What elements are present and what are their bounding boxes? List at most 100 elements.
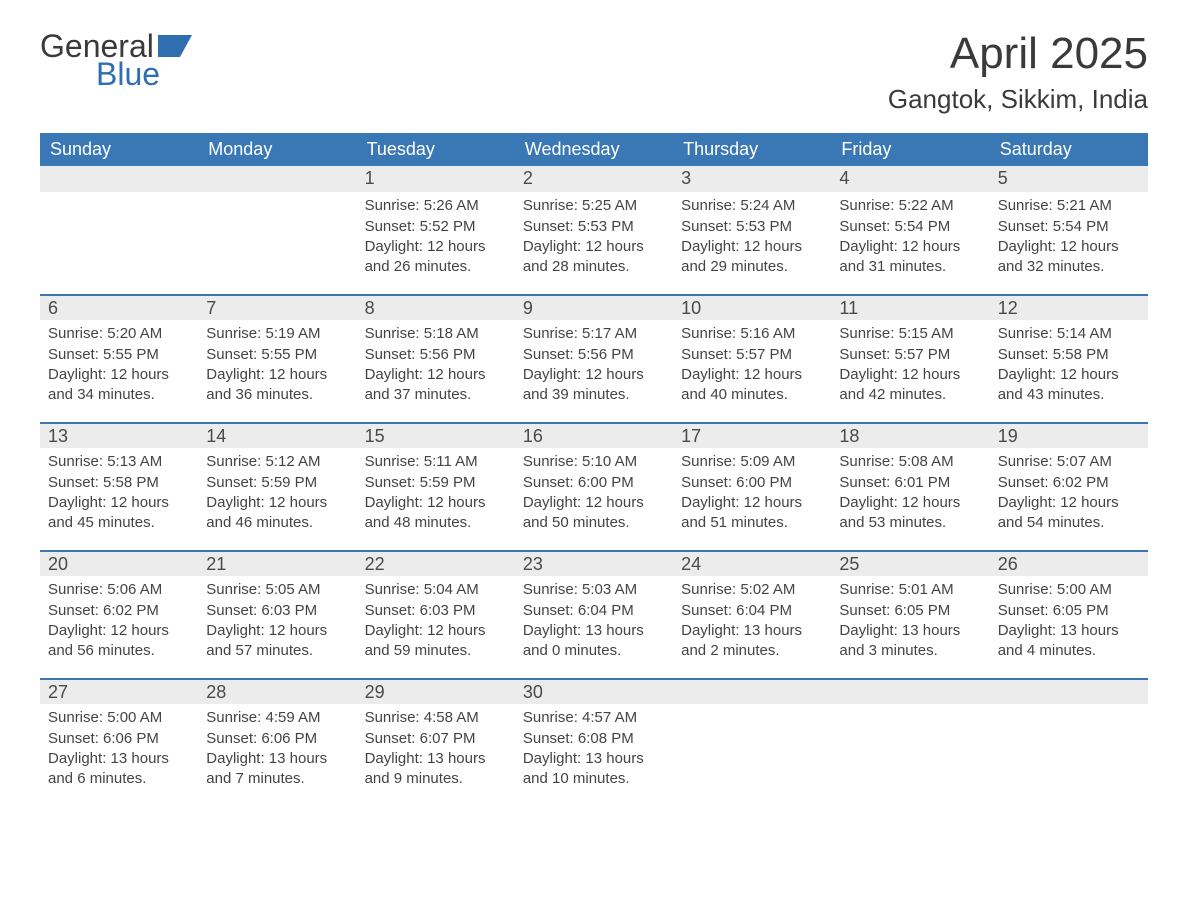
daylight-line: Daylight: 12 hours and 45 minutes. (48, 493, 190, 534)
day-number-bar: 1 (357, 166, 515, 192)
sunset-line: Sunset: 6:00 PM (681, 473, 823, 493)
calendar-cell: 5Sunrise: 5:21 AMSunset: 5:54 PMDaylight… (990, 166, 1148, 294)
day-number-bar: 19 (990, 422, 1148, 448)
daylight-line: Daylight: 13 hours and 4 minutes. (998, 621, 1140, 662)
sunrise-line: Sunrise: 4:58 AM (365, 708, 507, 728)
day-number-bar: 10 (673, 294, 831, 320)
calendar-cell (40, 166, 198, 294)
sunrise-line: Sunrise: 5:10 AM (523, 452, 665, 472)
day-body: Sunrise: 5:13 AMSunset: 5:58 PMDaylight:… (40, 448, 198, 541)
sunrise-line: Sunrise: 4:57 AM (523, 708, 665, 728)
calendar-cell: 17Sunrise: 5:09 AMSunset: 6:00 PMDayligh… (673, 422, 831, 550)
location-subtitle: Gangtok, Sikkim, India (888, 84, 1148, 115)
day-body: Sunrise: 5:26 AMSunset: 5:52 PMDaylight:… (357, 192, 515, 285)
sunset-line: Sunset: 5:54 PM (839, 217, 981, 237)
day-number-bar: 6 (40, 294, 198, 320)
daylight-line: Daylight: 12 hours and 51 minutes. (681, 493, 823, 534)
sunrise-line: Sunrise: 5:17 AM (523, 324, 665, 344)
daylight-line: Daylight: 12 hours and 26 minutes. (365, 237, 507, 278)
day-number-bar: 5 (990, 166, 1148, 192)
day-number-bar: 14 (198, 422, 356, 448)
day-body: Sunrise: 5:14 AMSunset: 5:58 PMDaylight:… (990, 320, 1148, 413)
calendar-cell (831, 678, 989, 806)
calendar-cell: 13Sunrise: 5:13 AMSunset: 5:58 PMDayligh… (40, 422, 198, 550)
day-number-bar: 28 (198, 678, 356, 704)
day-number-bar: 18 (831, 422, 989, 448)
calendar-cell (198, 166, 356, 294)
sunset-line: Sunset: 6:07 PM (365, 729, 507, 749)
calendar-cell: 15Sunrise: 5:11 AMSunset: 5:59 PMDayligh… (357, 422, 515, 550)
calendar-cell: 7Sunrise: 5:19 AMSunset: 5:55 PMDaylight… (198, 294, 356, 422)
daylight-line: Daylight: 12 hours and 48 minutes. (365, 493, 507, 534)
logo-flag-icon (158, 35, 192, 57)
day-number-bar: 16 (515, 422, 673, 448)
day-number-bar: 27 (40, 678, 198, 704)
day-number-bar: 24 (673, 550, 831, 576)
daylight-line: Daylight: 12 hours and 50 minutes. (523, 493, 665, 534)
day-body: Sunrise: 5:10 AMSunset: 6:00 PMDaylight:… (515, 448, 673, 541)
sunset-line: Sunset: 5:52 PM (365, 217, 507, 237)
sunrise-line: Sunrise: 5:01 AM (839, 580, 981, 600)
sunset-line: Sunset: 5:56 PM (365, 345, 507, 365)
day-number-bar: 13 (40, 422, 198, 448)
calendar-cell: 24Sunrise: 5:02 AMSunset: 6:04 PMDayligh… (673, 550, 831, 678)
calendar-cell: 16Sunrise: 5:10 AMSunset: 6:00 PMDayligh… (515, 422, 673, 550)
day-number-bar (40, 166, 198, 192)
sunset-line: Sunset: 5:55 PM (206, 345, 348, 365)
day-number-bar: 8 (357, 294, 515, 320)
daylight-line: Daylight: 12 hours and 39 minutes. (523, 365, 665, 406)
daylight-line: Daylight: 13 hours and 10 minutes. (523, 749, 665, 790)
day-header: Friday (831, 133, 989, 166)
day-body: Sunrise: 5:06 AMSunset: 6:02 PMDaylight:… (40, 576, 198, 669)
calendar-week-row: 20Sunrise: 5:06 AMSunset: 6:02 PMDayligh… (40, 550, 1148, 678)
calendar-cell: 3Sunrise: 5:24 AMSunset: 5:53 PMDaylight… (673, 166, 831, 294)
daylight-line: Daylight: 12 hours and 31 minutes. (839, 237, 981, 278)
day-body: Sunrise: 5:09 AMSunset: 6:00 PMDaylight:… (673, 448, 831, 541)
calendar-cell: 22Sunrise: 5:04 AMSunset: 6:03 PMDayligh… (357, 550, 515, 678)
calendar-cell: 30Sunrise: 4:57 AMSunset: 6:08 PMDayligh… (515, 678, 673, 806)
day-header-row: Sunday Monday Tuesday Wednesday Thursday… (40, 133, 1148, 166)
sunset-line: Sunset: 6:02 PM (998, 473, 1140, 493)
calendar-week-row: 1Sunrise: 5:26 AMSunset: 5:52 PMDaylight… (40, 166, 1148, 294)
calendar-cell (673, 678, 831, 806)
day-number-bar: 7 (198, 294, 356, 320)
day-number-bar (198, 166, 356, 192)
title-block: April 2025 Gangtok, Sikkim, India (888, 30, 1148, 115)
calendar-table: Sunday Monday Tuesday Wednesday Thursday… (40, 133, 1148, 806)
day-number-bar: 3 (673, 166, 831, 192)
daylight-line: Daylight: 12 hours and 57 minutes. (206, 621, 348, 662)
daylight-line: Daylight: 12 hours and 53 minutes. (839, 493, 981, 534)
sunrise-line: Sunrise: 5:02 AM (681, 580, 823, 600)
day-body: Sunrise: 4:58 AMSunset: 6:07 PMDaylight:… (357, 704, 515, 797)
calendar-cell: 21Sunrise: 5:05 AMSunset: 6:03 PMDayligh… (198, 550, 356, 678)
sunrise-line: Sunrise: 4:59 AM (206, 708, 348, 728)
daylight-line: Daylight: 13 hours and 0 minutes. (523, 621, 665, 662)
sunset-line: Sunset: 6:00 PM (523, 473, 665, 493)
sunset-line: Sunset: 5:55 PM (48, 345, 190, 365)
calendar-cell: 4Sunrise: 5:22 AMSunset: 5:54 PMDaylight… (831, 166, 989, 294)
calendar-cell: 25Sunrise: 5:01 AMSunset: 6:05 PMDayligh… (831, 550, 989, 678)
day-body: Sunrise: 5:00 AMSunset: 6:06 PMDaylight:… (40, 704, 198, 797)
day-number-bar: 21 (198, 550, 356, 576)
day-header: Sunday (40, 133, 198, 166)
calendar-cell: 29Sunrise: 4:58 AMSunset: 6:07 PMDayligh… (357, 678, 515, 806)
day-number-bar: 25 (831, 550, 989, 576)
calendar-cell: 12Sunrise: 5:14 AMSunset: 5:58 PMDayligh… (990, 294, 1148, 422)
sunrise-line: Sunrise: 5:18 AM (365, 324, 507, 344)
calendar-cell: 2Sunrise: 5:25 AMSunset: 5:53 PMDaylight… (515, 166, 673, 294)
sunrise-line: Sunrise: 5:09 AM (681, 452, 823, 472)
sunset-line: Sunset: 6:02 PM (48, 601, 190, 621)
sunrise-line: Sunrise: 5:06 AM (48, 580, 190, 600)
day-number-bar: 11 (831, 294, 989, 320)
sunset-line: Sunset: 5:59 PM (206, 473, 348, 493)
sunset-line: Sunset: 6:06 PM (48, 729, 190, 749)
sunrise-line: Sunrise: 5:05 AM (206, 580, 348, 600)
daylight-line: Daylight: 13 hours and 9 minutes. (365, 749, 507, 790)
sunrise-line: Sunrise: 5:11 AM (365, 452, 507, 472)
day-number-bar (990, 678, 1148, 704)
sunrise-line: Sunrise: 5:15 AM (839, 324, 981, 344)
day-body: Sunrise: 5:11 AMSunset: 5:59 PMDaylight:… (357, 448, 515, 541)
calendar-cell: 8Sunrise: 5:18 AMSunset: 5:56 PMDaylight… (357, 294, 515, 422)
calendar-cell: 1Sunrise: 5:26 AMSunset: 5:52 PMDaylight… (357, 166, 515, 294)
calendar-week-row: 13Sunrise: 5:13 AMSunset: 5:58 PMDayligh… (40, 422, 1148, 550)
